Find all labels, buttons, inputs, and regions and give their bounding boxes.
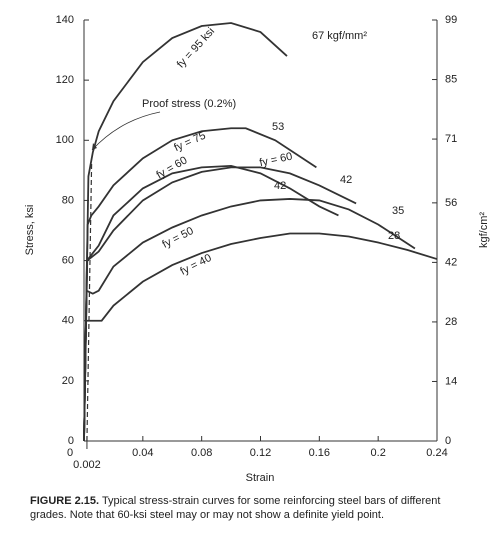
y-tick-label: 40 <box>62 315 74 327</box>
x-tick-label: 0 <box>67 447 73 459</box>
end-label: 42 <box>274 180 286 192</box>
series-label: fy = 50 <box>160 225 195 251</box>
x-tick-label: 0.16 <box>309 447 330 459</box>
series-label: fy = 95 ksi <box>175 25 217 70</box>
x-axis-title: Strain <box>246 472 275 484</box>
x-tick-label: 0.08 <box>191 447 212 459</box>
stress-strain-curve <box>83 22 288 442</box>
y-tick-label: 100 <box>56 134 74 146</box>
caption-label: FIGURE 2.15. <box>30 495 100 507</box>
caption: FIGURE 2.15. Typical stress-strain curve… <box>30 494 470 522</box>
y-tick-label: 60 <box>62 254 74 266</box>
y2-tick-label: 28 <box>445 316 457 328</box>
caption-text: Typical stress-strain curves for some re… <box>30 495 441 521</box>
y-tick-label: 80 <box>62 194 74 206</box>
end-label: 42 <box>340 174 352 186</box>
y2-tick-label: 14 <box>445 375 457 387</box>
x-tick-label: 0.04 <box>132 447 153 459</box>
stress-strain-curve <box>83 198 416 442</box>
end-label: 53 <box>272 121 284 133</box>
end-label: 35 <box>392 205 404 217</box>
x-tick-label: 0.002 <box>73 459 101 471</box>
proof-label: Proof stress (0.2%) <box>142 98 236 110</box>
stress-strain-curve <box>83 232 438 442</box>
y-tick-label: 20 <box>62 375 74 387</box>
y2-tick-label: 85 <box>445 73 457 85</box>
series-label: fy = 60 <box>258 151 293 170</box>
chart: Stress, ksi kgf/cm² Strain 0 20 40 60 80 100 1… <box>24 14 490 484</box>
y2-axis-title: kgf/cm² <box>478 212 490 248</box>
end-label: 28 <box>388 230 400 242</box>
series-label: fy = 75 <box>172 130 207 155</box>
stress-strain-curve <box>83 166 357 442</box>
proof-line <box>86 161 93 442</box>
y2-tick-label: 56 <box>445 197 457 209</box>
y2-tick-label: 71 <box>445 133 457 145</box>
end-label: 67 kgf/mm² <box>312 30 367 42</box>
x-tick-label: 0.24 <box>426 447 447 459</box>
x-tick-label: 0.2 <box>371 447 386 459</box>
y-axis-title: Stress, ksi <box>24 205 36 256</box>
y2-tick-label: 0 <box>445 435 451 447</box>
y-tick-label: 0 <box>68 435 74 447</box>
stress-strain-curve <box>83 164 339 442</box>
y2-tick-label: 42 <box>445 256 457 268</box>
annotation-arrow <box>91 111 161 151</box>
y2-tick-label: 99 <box>445 14 457 26</box>
y-tick-label: 140 <box>56 14 74 26</box>
stress-strain-curve <box>83 127 317 442</box>
y-tick-label: 120 <box>56 74 74 86</box>
x-tick-label: 0.12 <box>250 447 271 459</box>
